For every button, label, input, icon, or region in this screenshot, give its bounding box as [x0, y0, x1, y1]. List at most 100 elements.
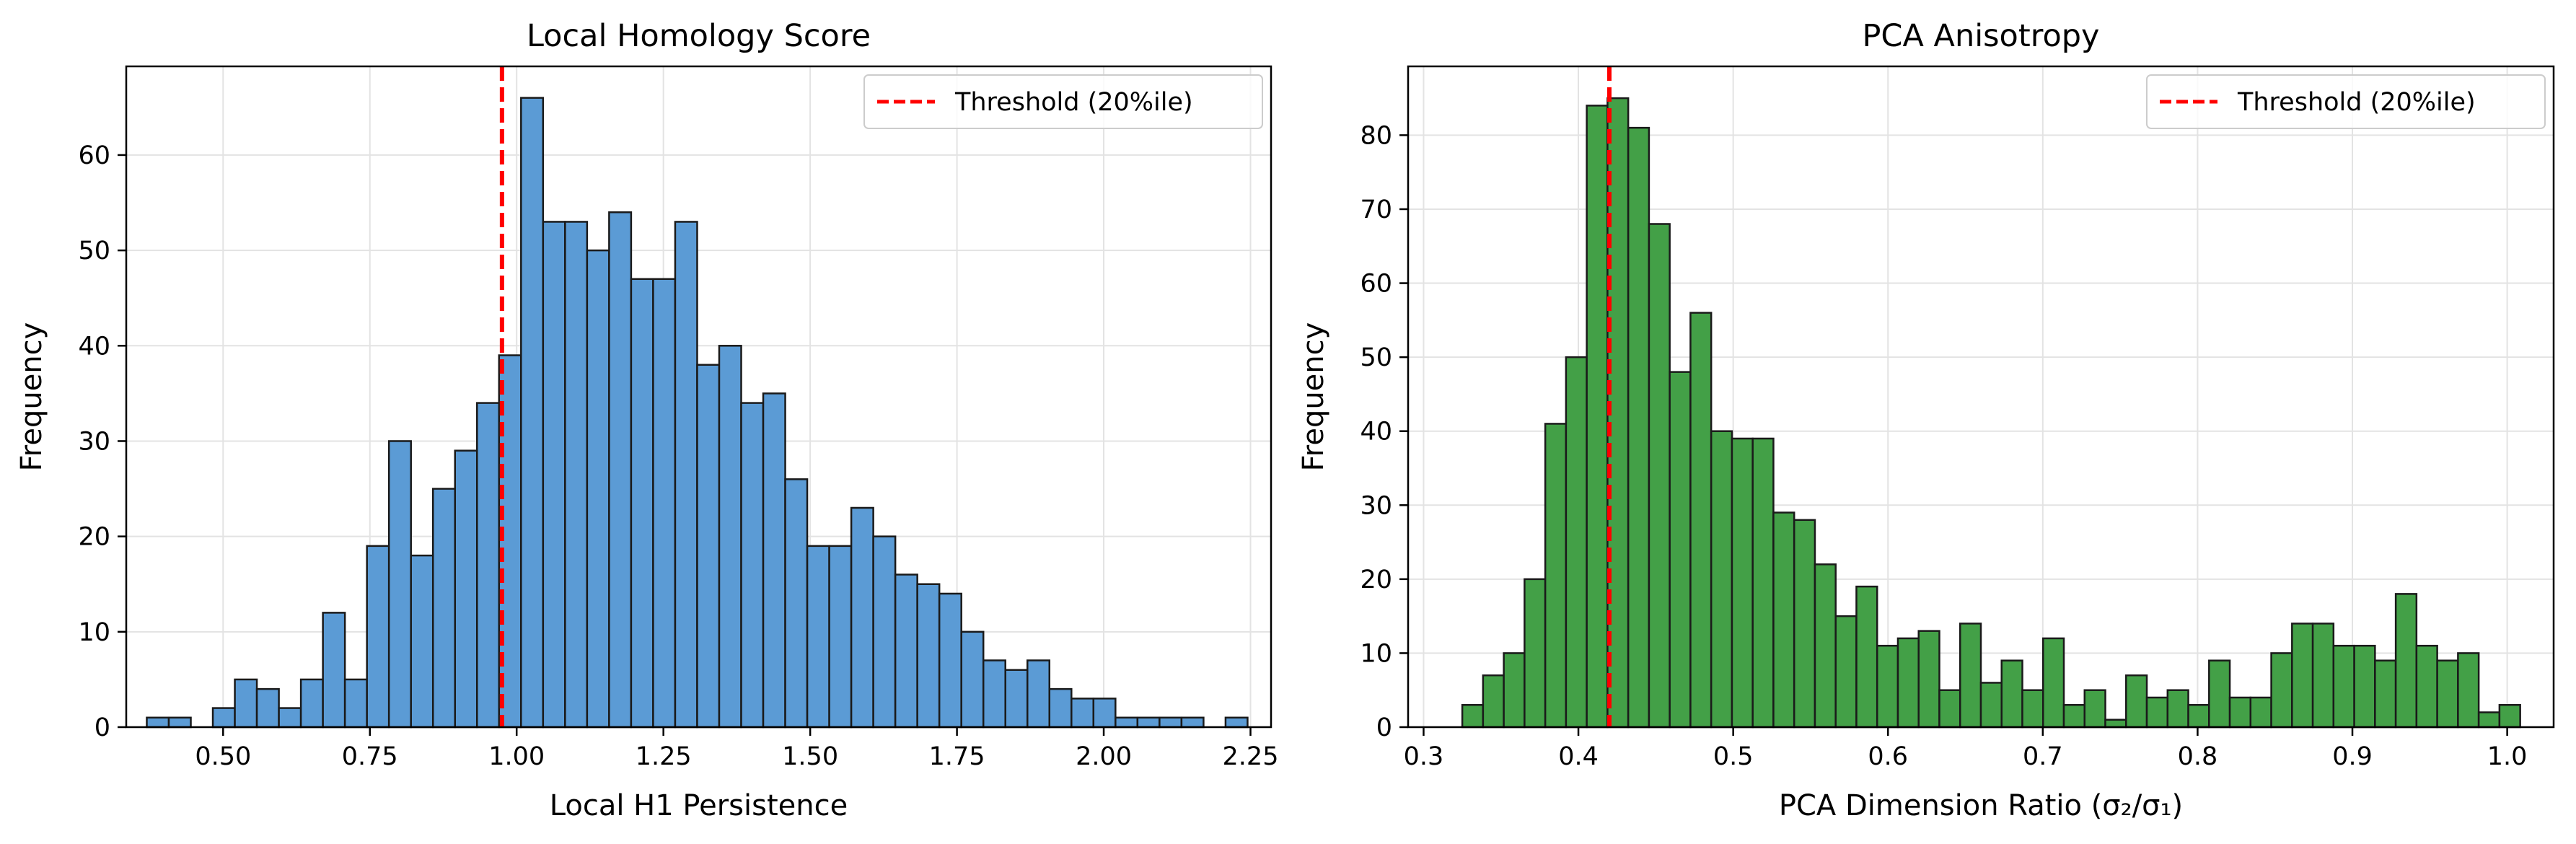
histogram-bar	[762, 392, 786, 729]
histogram-bar	[146, 716, 170, 729]
histogram-bar	[652, 278, 677, 729]
histogram-bar	[1896, 637, 1920, 729]
histogram-bar	[1793, 519, 1816, 729]
histogram-bar	[608, 211, 633, 729]
histogram-bar	[454, 449, 478, 729]
histogram-bar	[1834, 615, 1858, 729]
histogram-bar	[2083, 689, 2106, 729]
histogram-bar	[2415, 644, 2438, 729]
histogram-bar	[2187, 703, 2210, 729]
histogram-bar	[2436, 659, 2459, 729]
histogram-bar	[1565, 356, 1588, 729]
histogram-bar	[696, 364, 721, 729]
histogram-bar	[872, 535, 897, 729]
histogram-bar	[982, 659, 1006, 729]
histogram-bar	[2062, 703, 2086, 729]
histogram-bar	[1027, 659, 1051, 729]
x-tick-label: 0.75	[342, 742, 398, 771]
histogram-bar	[630, 278, 654, 729]
legend-entry-threshold: Threshold (20%ile)	[954, 88, 1193, 117]
histogram-bar	[1876, 644, 1899, 729]
histogram-bar	[1751, 437, 1775, 729]
histogram-bar	[1461, 703, 1485, 729]
histogram-bar	[2291, 623, 2314, 729]
histogram-bar	[343, 678, 368, 729]
histogram-bar	[2311, 623, 2335, 729]
histogram-bar	[520, 97, 545, 729]
histogram-bar	[1710, 430, 1733, 729]
histogram-bar	[387, 440, 412, 729]
histogram-bar	[828, 545, 853, 729]
grid-lines	[126, 66, 1271, 728]
histogram-bar	[586, 249, 610, 729]
y-tick-label: 30	[1360, 491, 1392, 520]
histogram-bar	[806, 545, 830, 729]
x-tick-label: 0.4	[1558, 742, 1599, 771]
histogram-bar	[1115, 716, 1139, 729]
histogram-bar	[2125, 674, 2148, 729]
histogram-bar	[1180, 716, 1205, 729]
axis-ticks: 0.3 0.4 0.5 0.6 0.7 0.8 0.9 1.0 0 10 20 30 40 50 60 70 8…	[1360, 121, 2527, 771]
histogram-bar	[1071, 698, 1095, 729]
histogram-bar	[784, 478, 809, 729]
plot-border	[125, 65, 1272, 729]
x-tick-label: 1.50	[782, 742, 838, 771]
histogram-bar	[322, 612, 346, 729]
histogram-bar	[1136, 716, 1161, 729]
x-tick-label: 1.0	[2487, 742, 2528, 771]
histogram-bar	[2000, 659, 2023, 729]
histogram-bar	[564, 221, 589, 729]
y-tick-label: 60	[78, 141, 110, 170]
histogram-bar	[674, 221, 698, 729]
histogram-bar	[740, 402, 765, 729]
histogram-bar	[1524, 578, 1547, 729]
histogram-bar	[1648, 223, 1671, 729]
x-tick-label: 0.50	[195, 742, 251, 771]
histogram-bar	[1689, 312, 1713, 729]
local-homology-panel: Local Homology Score Local H1 Persistenc…	[15, 18, 1278, 822]
x-tick-label: 2.25	[1223, 742, 1279, 771]
histogram-bar	[1917, 630, 1940, 729]
y-tick-label: 10	[1360, 639, 1392, 668]
histogram-bar	[2374, 659, 2397, 729]
histogram-bar	[2145, 696, 2169, 729]
histogram-bar	[255, 687, 280, 729]
x-tick-label: 0.7	[2023, 742, 2063, 771]
histogram-bar	[542, 221, 566, 729]
y-tick-label: 70	[1360, 195, 1392, 224]
axes-frame	[1407, 65, 2555, 729]
legend-box	[2146, 74, 2546, 129]
histogram-bar	[2498, 703, 2521, 729]
histogram-bar	[1503, 652, 1526, 729]
x-tick-label: 0.5	[1713, 742, 1754, 771]
histogram-bar	[2042, 637, 2065, 729]
histogram-bars	[146, 97, 1249, 729]
histogram-bar	[1814, 563, 1837, 729]
y-tick-label: 40	[1360, 418, 1392, 447]
legend: Threshold (20%ile)	[863, 74, 1263, 129]
histogram-bar	[2228, 696, 2252, 729]
histogram-bar	[1627, 126, 1650, 729]
histogram-bar	[410, 554, 434, 729]
histogram-bar	[1586, 105, 1609, 729]
histogram-bar	[894, 573, 918, 729]
y-axis-label: Frequency	[15, 322, 48, 472]
histogram-bar	[1159, 716, 1183, 729]
histogram-bar	[431, 488, 457, 729]
histogram-bar	[211, 707, 236, 729]
y-tick-label: 50	[78, 237, 110, 265]
histogram-bar	[718, 345, 742, 729]
x-axis-label: Local H1 Persistence	[550, 789, 848, 822]
histogram-bar	[2270, 652, 2293, 729]
histogram-bar	[1482, 674, 1505, 729]
legend-entry-threshold: Threshold (20%ile)	[2237, 88, 2476, 117]
x-tick-label: 1.00	[488, 742, 545, 771]
y-tick-label: 50	[1360, 343, 1392, 372]
plot-border	[1407, 65, 2555, 729]
chart-title: Local Homology Score	[527, 18, 871, 54]
histogram-bar	[1224, 716, 1249, 729]
histogram-bar	[2353, 644, 2376, 729]
y-tick-label: 0	[1376, 713, 1392, 742]
x-axis-label: PCA Dimension Ratio (σ₂/σ₁)	[1779, 789, 2183, 822]
